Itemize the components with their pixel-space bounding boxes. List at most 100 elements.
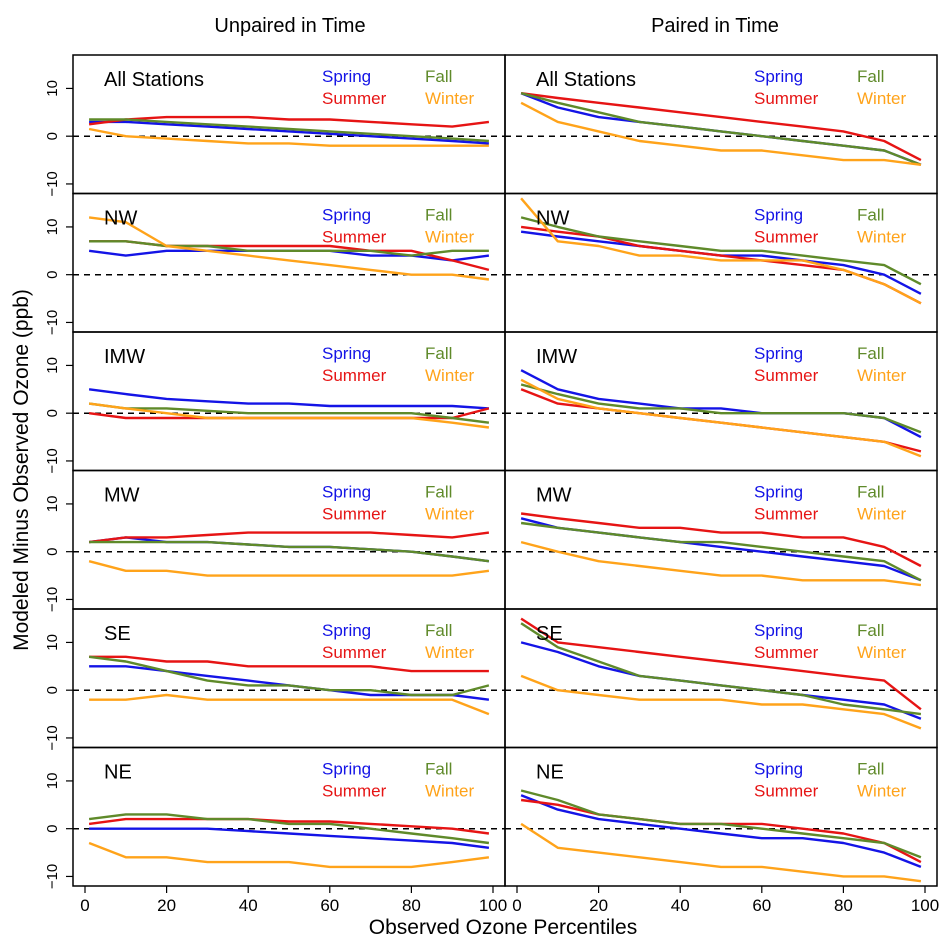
- panel-nw-unpaired-series-winter: [88, 216, 490, 281]
- panel-nw-unpaired-region-label: NW: [104, 208, 137, 230]
- panel-all-stations-paired-legend-winter: Winter: [857, 89, 906, 108]
- panel-ne-unpaired-region-label: NE: [104, 762, 132, 784]
- panel-all-stations-paired-series-winter: [520, 101, 922, 166]
- panel-se-paired-series-winter: [520, 674, 922, 730]
- panel-se-unpaired-legend-summer: Summer: [322, 643, 387, 662]
- panel-se-unpaired-ytick-label: 10: [44, 634, 61, 651]
- panel-ne-paired-xtick-label: 0: [512, 896, 521, 915]
- panel-ne-paired-series-fall: [520, 789, 922, 859]
- panel-mw-unpaired-ytick-label: −10: [44, 587, 61, 612]
- panel-imw-unpaired-ytick-label: 0: [44, 409, 61, 417]
- panel-mw-paired-legend-fall: Fall: [857, 483, 884, 502]
- panel-ne-unpaired-xtick-label: 60: [320, 896, 339, 915]
- panel-se-paired-legend-summer: Summer: [754, 643, 819, 662]
- panel-ne-paired-region-label: NE: [536, 762, 564, 784]
- panel-all-stations-unpaired-series-spring: [89, 120, 489, 145]
- panel-mw-unpaired-legend-spring: Spring: [322, 483, 371, 502]
- panel-nw-paired-region-label: NW: [536, 208, 569, 230]
- panel-se-paired-region-label: SE: [536, 623, 563, 645]
- panel-se-unpaired-ytick-label: 0: [44, 686, 61, 694]
- panel-imw-unpaired-ytick-label: −10: [44, 448, 61, 473]
- panel-nw-paired-legend-summer: Summer: [754, 228, 819, 247]
- panel-imw-unpaired-series-fall: [88, 402, 490, 424]
- panel-all-stations-paired-legend-summer: Summer: [754, 89, 819, 108]
- panel-ne-unpaired-xtick-label: 40: [239, 896, 258, 915]
- panel-se-unpaired-region-label: SE: [104, 623, 131, 645]
- panel-all-stations-unpaired-legend-fall: Fall: [425, 67, 452, 86]
- panel-imw-paired-legend-spring: Spring: [754, 344, 803, 363]
- panel-all-stations-unpaired-legend-summer: Summer: [322, 89, 387, 108]
- panel-imw-unpaired-legend-fall: Fall: [425, 344, 452, 363]
- panel-mw-unpaired-series-fall: [89, 540, 490, 563]
- panel-ne-unpaired-series-fall: [88, 813, 490, 845]
- panel-mw-paired-region-label: MW: [536, 485, 572, 507]
- panel-mw-unpaired-legend-summer: Summer: [322, 505, 387, 524]
- x-axis-title: Observed Ozone Percentiles: [369, 916, 637, 939]
- panel-ne-unpaired-series-summer: [88, 817, 490, 835]
- panel-imw-unpaired-legend-winter: Winter: [425, 366, 474, 385]
- panel-mw-paired-series-spring: [520, 517, 922, 582]
- panel-ne-paired-xtick-label: 60: [752, 896, 771, 915]
- panel-se-paired-legend-fall: Fall: [857, 621, 884, 640]
- panel-all-stations-unpaired-ytick-label: 10: [44, 80, 61, 97]
- panel-nw-paired-legend-winter: Winter: [857, 228, 906, 247]
- panel-all-stations-paired-series-summer: [520, 92, 922, 162]
- panel-nw-paired-series-fall: [520, 216, 922, 286]
- panel-mw-paired-legend-spring: Spring: [754, 483, 803, 502]
- panel-mw-unpaired-ytick-label: 10: [44, 496, 61, 513]
- panel-all-stations-paired-legend-spring: Spring: [754, 67, 803, 86]
- panel-all-stations-unpaired-ytick-label: −10: [44, 171, 61, 196]
- panel-imw-unpaired-series-spring: [88, 388, 489, 410]
- panel-se-unpaired-legend-winter: Winter: [425, 643, 474, 662]
- panel-imw-paired-series-fall: [520, 383, 922, 434]
- panel-ne-unpaired-series-spring: [89, 827, 490, 849]
- panel-mw-unpaired-series-summer: [88, 531, 490, 544]
- panel-ne-paired-xtick-label: 40: [671, 896, 690, 915]
- panel-ne-paired-xtick-label: 20: [589, 896, 608, 915]
- panel-ne-unpaired-xtick-label: 100: [479, 896, 507, 915]
- panel-se-paired-series-fall: [520, 622, 922, 716]
- panel-ne-paired-frame: [504, 746, 938, 887]
- panel-nw-unpaired-legend-winter: Winter: [425, 228, 474, 247]
- panel-imw-paired-legend-summer: Summer: [754, 366, 819, 385]
- panel-imw-paired-region-label: IMW: [536, 346, 577, 368]
- panel-ne-paired-series-winter: [520, 822, 922, 883]
- panel-mw-unpaired-legend-fall: Fall: [425, 483, 452, 502]
- y-axis-title: Modeled Minus Observed Ozone (ppb): [10, 289, 33, 651]
- panel-mw-paired-legend-summer: Summer: [754, 505, 819, 524]
- panel-nw-unpaired-legend-summer: Summer: [322, 228, 387, 247]
- panel-nw-unpaired-legend-fall: Fall: [425, 206, 452, 225]
- column-title-unpaired: Unpaired in Time: [214, 15, 365, 37]
- panel-ne-unpaired-legend-winter: Winter: [425, 782, 474, 801]
- panel-ne-unpaired-legend-fall: Fall: [425, 760, 452, 779]
- panel-all-stations-unpaired-series-winter: [88, 127, 489, 147]
- panel-ne-unpaired-xtick-label: 0: [80, 896, 89, 915]
- panel-ne-unpaired-xtick-label: 20: [157, 896, 176, 915]
- panel-nw-paired-legend-fall: Fall: [857, 206, 884, 225]
- panel-mw-paired-series-winter: [520, 540, 922, 587]
- panel-mw-unpaired-region-label: MW: [104, 485, 140, 507]
- panel-ne-paired-legend-winter: Winter: [857, 782, 906, 801]
- panel-all-stations-unpaired-region-label: All Stations: [104, 69, 204, 91]
- panel-se-unpaired-legend-spring: Spring: [322, 621, 371, 640]
- panel-imw-paired-series-winter: [520, 378, 922, 458]
- panel-imw-unpaired-ytick-label: 10: [44, 357, 61, 374]
- panel-imw-paired-legend-fall: Fall: [857, 344, 884, 363]
- panel-all-stations-unpaired-legend-winter: Winter: [425, 89, 474, 108]
- panel-mw-paired-series-summer: [520, 512, 922, 568]
- panel-nw-unpaired-legend-spring: Spring: [322, 206, 371, 225]
- panel-all-stations-paired-legend-fall: Fall: [857, 67, 884, 86]
- panel-imw-unpaired-series-winter: [88, 402, 490, 429]
- panel-imw-paired-legend-winter: Winter: [857, 366, 906, 385]
- panel-nw-paired-series-winter: [520, 197, 922, 305]
- panel-mw-paired-series-fall: [520, 521, 922, 582]
- panel-mw-paired-legend-winter: Winter: [857, 505, 906, 524]
- panel-ne-unpaired-legend-spring: Spring: [322, 760, 371, 779]
- column-title-paired: Paired in Time: [651, 15, 779, 37]
- panel-nw-unpaired-ytick-label: 0: [44, 271, 61, 279]
- panel-nw-unpaired-series-fall: [89, 240, 489, 257]
- panel-all-stations-paired-series-fall: [520, 92, 922, 166]
- panel-all-stations-unpaired-legend-spring: Spring: [322, 67, 371, 86]
- panel-grid: All Stations SpringSummerFallWinter100−10…: [44, 54, 939, 915]
